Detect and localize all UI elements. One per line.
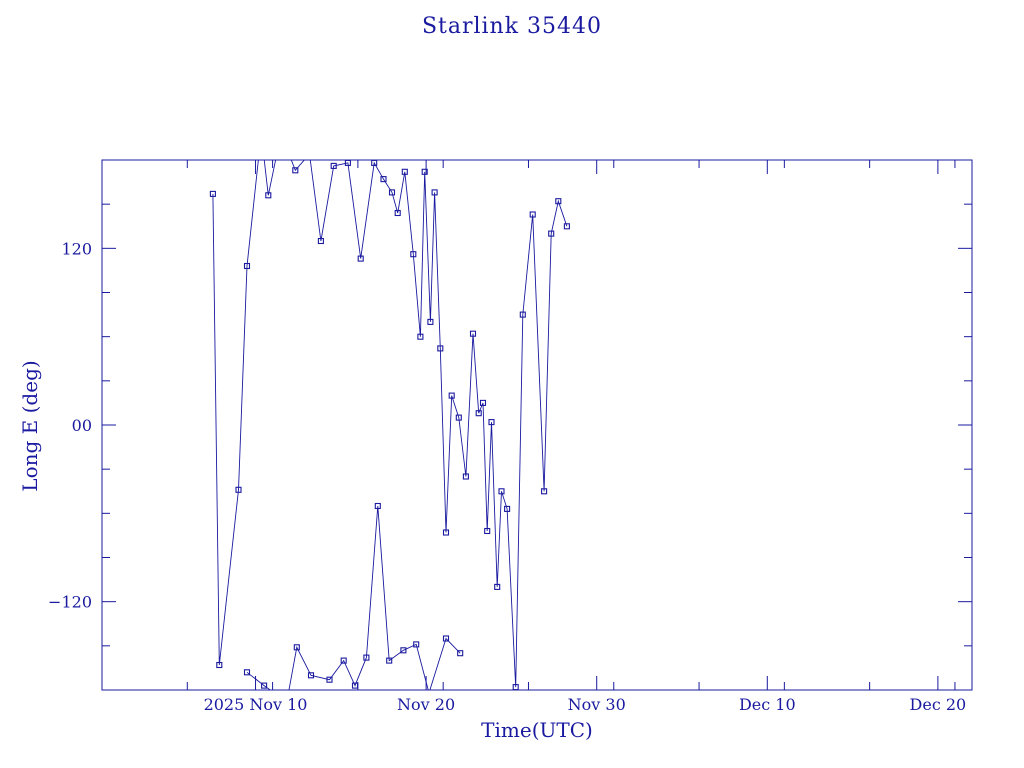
x-tick-label: 2025 Nov 10 — [204, 695, 308, 714]
data-point — [529, 211, 536, 218]
data-point — [371, 160, 378, 166]
data-point — [484, 527, 491, 535]
plot-frame — [101, 159, 973, 691]
data-point — [437, 345, 444, 352]
data-point — [563, 223, 570, 230]
data-point — [317, 237, 324, 245]
data-point — [541, 488, 548, 495]
y-tick-label: 120 — [61, 239, 92, 258]
data-point — [457, 650, 464, 657]
y-tick-label: −120 — [48, 593, 92, 612]
data-point — [431, 189, 438, 196]
data-point — [357, 255, 364, 262]
data-point — [307, 672, 315, 679]
data-point — [421, 168, 428, 175]
data-point — [448, 392, 455, 399]
data-point — [307, 152, 312, 157]
data-point — [479, 399, 487, 406]
data-point — [410, 251, 417, 258]
data-point — [326, 676, 333, 683]
series-line — [212, 160, 568, 688]
x-tick-label: Nov 30 — [568, 695, 626, 714]
data-point — [413, 641, 420, 648]
data-point — [519, 311, 526, 318]
data-layer — [209, 131, 570, 690]
data-point — [344, 160, 351, 166]
data-point — [455, 414, 462, 421]
data-point — [388, 189, 396, 196]
data-point — [417, 333, 424, 340]
data-point — [243, 262, 251, 270]
data-point — [401, 168, 408, 175]
data-point — [462, 473, 469, 480]
data-point — [243, 669, 251, 676]
chart-title: Starlink 35440 — [421, 14, 603, 39]
data-point — [494, 583, 501, 590]
data-point — [330, 162, 337, 169]
x-axis-label: Time(UTC) — [481, 718, 593, 742]
data-point — [363, 654, 370, 661]
data-point — [374, 502, 381, 510]
data-point — [351, 682, 359, 689]
data-point — [235, 486, 242, 493]
data-point — [504, 505, 511, 512]
x-tick-label: Nov 20 — [397, 695, 455, 714]
data-point — [386, 657, 393, 664]
data-point — [488, 419, 495, 426]
data-point — [340, 657, 347, 664]
series-line — [246, 505, 461, 690]
data-point — [442, 635, 450, 642]
data-point — [475, 410, 482, 417]
data-point — [548, 230, 555, 237]
x-tick-label: Dec 20 — [910, 695, 967, 714]
data-point — [279, 131, 284, 136]
x-tick-label: Dec 10 — [739, 695, 796, 714]
data-point — [394, 209, 401, 217]
data-point — [442, 529, 450, 536]
y-tick-label: 00 — [72, 416, 92, 435]
data-point — [209, 190, 216, 197]
data-point — [261, 682, 268, 689]
y-axis-label: Long E (deg) — [18, 360, 42, 492]
data-point — [292, 167, 299, 174]
data-point — [259, 131, 264, 136]
data-point — [380, 176, 387, 183]
data-point — [265, 192, 272, 199]
data-point — [427, 318, 434, 325]
data-point — [293, 644, 300, 651]
data-point — [216, 661, 223, 669]
data-point — [400, 647, 407, 654]
data-point — [498, 488, 505, 495]
data-point — [555, 198, 562, 205]
data-point — [469, 330, 477, 337]
data-point — [512, 684, 519, 690]
